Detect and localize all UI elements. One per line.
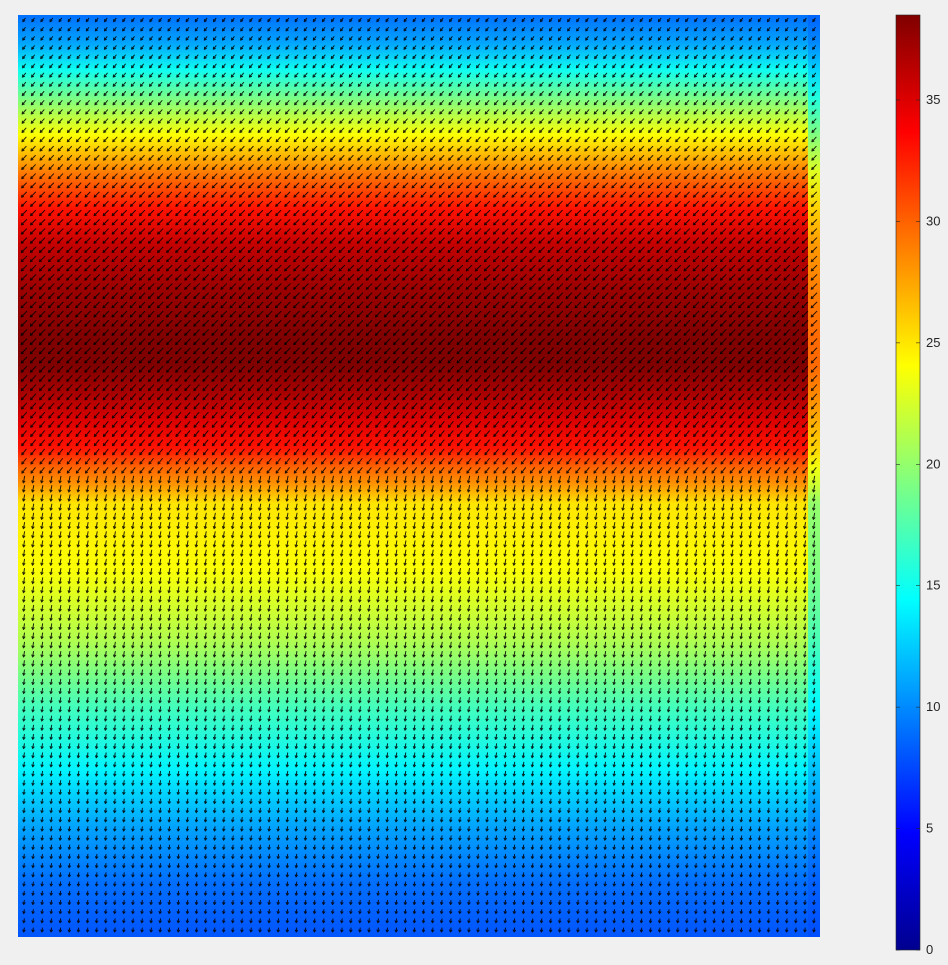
colorbar-tick-label: 20 bbox=[926, 456, 940, 471]
colorbar-gradient-bar bbox=[895, 14, 921, 951]
colorbar-tick-label: 25 bbox=[926, 335, 940, 350]
colorbar-tick-label: 0 bbox=[926, 942, 933, 957]
heatmap-plot-area bbox=[18, 15, 820, 937]
colorbar-tick-label: 10 bbox=[926, 699, 940, 714]
colorbar-tick-label: 30 bbox=[926, 213, 940, 228]
colorbar: 0 5 10 15 20 25 30 35 bbox=[895, 14, 940, 957]
heatmap-background bbox=[18, 15, 820, 937]
colorbar-tick-label: 5 bbox=[926, 821, 933, 836]
colorbar-ticks: 0 5 10 15 20 25 30 35 bbox=[896, 92, 940, 957]
quiver-arrow-field bbox=[20, 17, 818, 933]
colorbar-tick-label: 15 bbox=[926, 578, 940, 593]
colorbar-tick-label: 35 bbox=[926, 92, 940, 107]
quiver-arrows bbox=[20, 17, 818, 933]
heatmap-right-edge bbox=[808, 15, 820, 937]
